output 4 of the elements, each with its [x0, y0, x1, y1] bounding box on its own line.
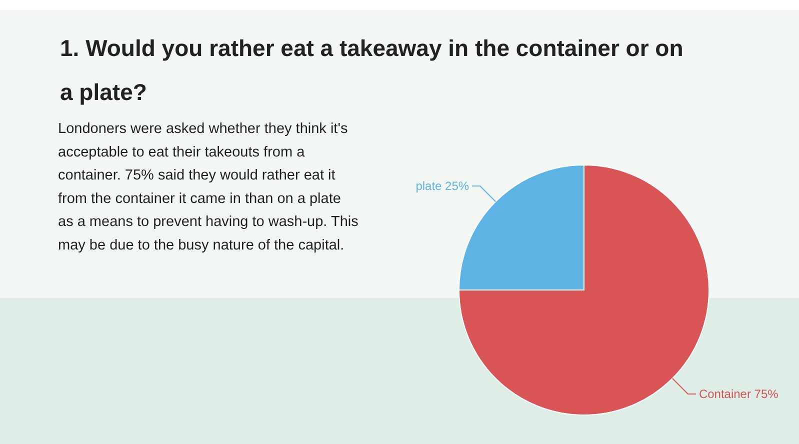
slice-label: plate 25% [416, 179, 470, 194]
text: Londoners were asked whether they think it's acceptable to eat their takeouts from a container. 75% said they would rather eat it from the container it came in than on a plate as a means to prevent having to wash-up. This may be due to the busy nature of the capital. [58, 121, 358, 254]
slice-label: Container 75% [698, 386, 779, 401]
chart-title: 1. Would you rather eat a takeaway in the container or on a plate? [60, 35, 684, 105]
